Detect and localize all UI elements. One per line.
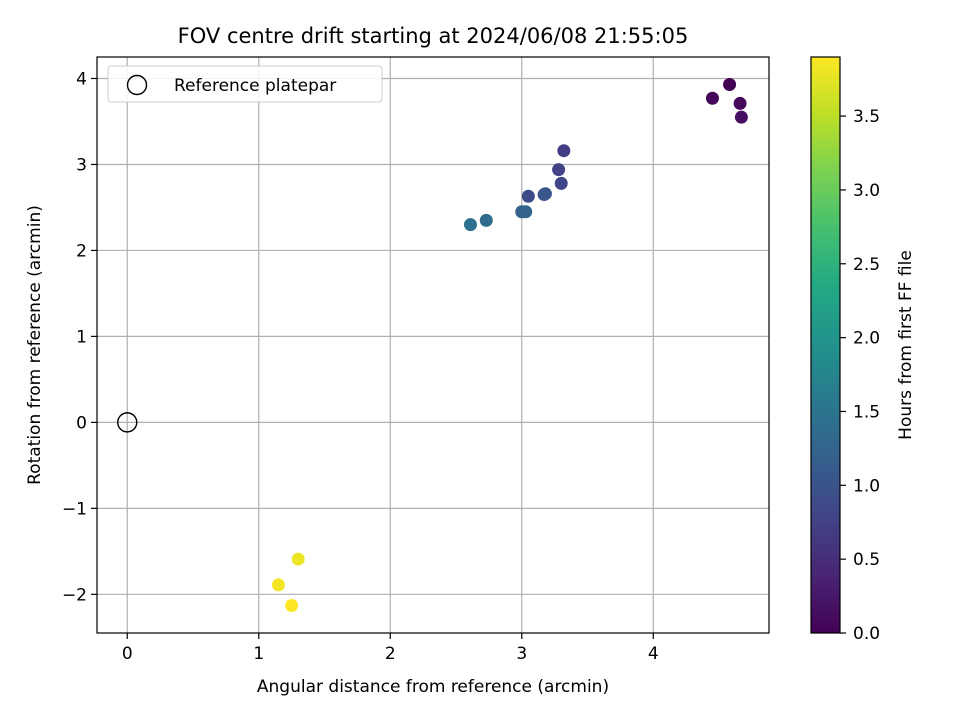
x-axis-label: Angular distance from reference (arcmin) — [257, 677, 609, 697]
colorbar-tick-label: 1.0 — [853, 476, 880, 496]
x-tick-label: 3 — [516, 644, 527, 664]
colorbar-ticks: 0.0 0.5 1.0 1.5 2.0 2.5 3.0 3.5 — [840, 107, 880, 644]
colorbar: 0.0 0.5 1.0 1.5 2.0 2.5 3.0 3.5 Hours from firs… — [810, 56, 916, 644]
y-axis-label: Rotation from reference (arcmin) — [25, 205, 45, 485]
y-tick-label: 2 — [76, 241, 87, 261]
colorbar-tick-label: 2.0 — [853, 329, 880, 349]
data-point — [519, 205, 533, 219]
data-points — [117, 78, 748, 612]
colorbar-label: Hours from first FF file — [896, 250, 916, 440]
legend: Reference platepar — [107, 65, 383, 103]
x-tick-label: 1 — [253, 644, 264, 664]
data-point — [285, 598, 299, 612]
data-point — [723, 78, 737, 92]
data-point — [521, 189, 535, 203]
legend-label-reference: Reference platepar — [174, 76, 336, 96]
y-tick-label: −1 — [62, 499, 87, 519]
x-tick-label: 4 — [648, 644, 659, 664]
colorbar-tick-label: 0.0 — [853, 624, 880, 644]
y-tick-label: 3 — [76, 155, 87, 175]
data-point — [705, 91, 719, 105]
plot-area — [97, 57, 769, 633]
data-point — [479, 213, 493, 227]
colorbar-tick-label: 1.5 — [853, 402, 880, 422]
colorbar-gradient — [810, 56, 841, 634]
y-tick-label: 0 — [76, 413, 87, 433]
x-tick-label: 2 — [385, 644, 396, 664]
data-point — [537, 188, 551, 202]
data-point — [463, 218, 477, 232]
colorbar-tick-label: 2.5 — [853, 255, 880, 275]
legend-marker-reference — [126, 74, 148, 96]
data-point — [557, 144, 571, 158]
y-tick-label: −2 — [62, 585, 87, 605]
data-point — [734, 110, 748, 124]
y-tick-label: 4 — [76, 69, 87, 89]
y-tick-label: 1 — [76, 327, 87, 347]
legend-box — [107, 65, 383, 103]
reference-point — [117, 412, 138, 433]
data-point — [291, 552, 305, 566]
colorbar-tick-label: 3.0 — [853, 181, 880, 201]
data-point — [271, 578, 285, 592]
chart-title: FOV centre drift starting at 2024/06/08 … — [178, 24, 689, 48]
data-point — [554, 176, 568, 190]
data-point — [552, 163, 566, 177]
x-tick-label: 0 — [122, 644, 133, 664]
axis-ticks: 0 1 2 3 4 −2 −1 0 1 2 3 4 — [62, 69, 659, 664]
plot-frame — [96, 56, 770, 634]
data-point — [733, 96, 747, 110]
colorbar-tick-label: 0.5 — [853, 550, 880, 570]
colorbar-tick-label: 3.5 — [853, 107, 880, 127]
